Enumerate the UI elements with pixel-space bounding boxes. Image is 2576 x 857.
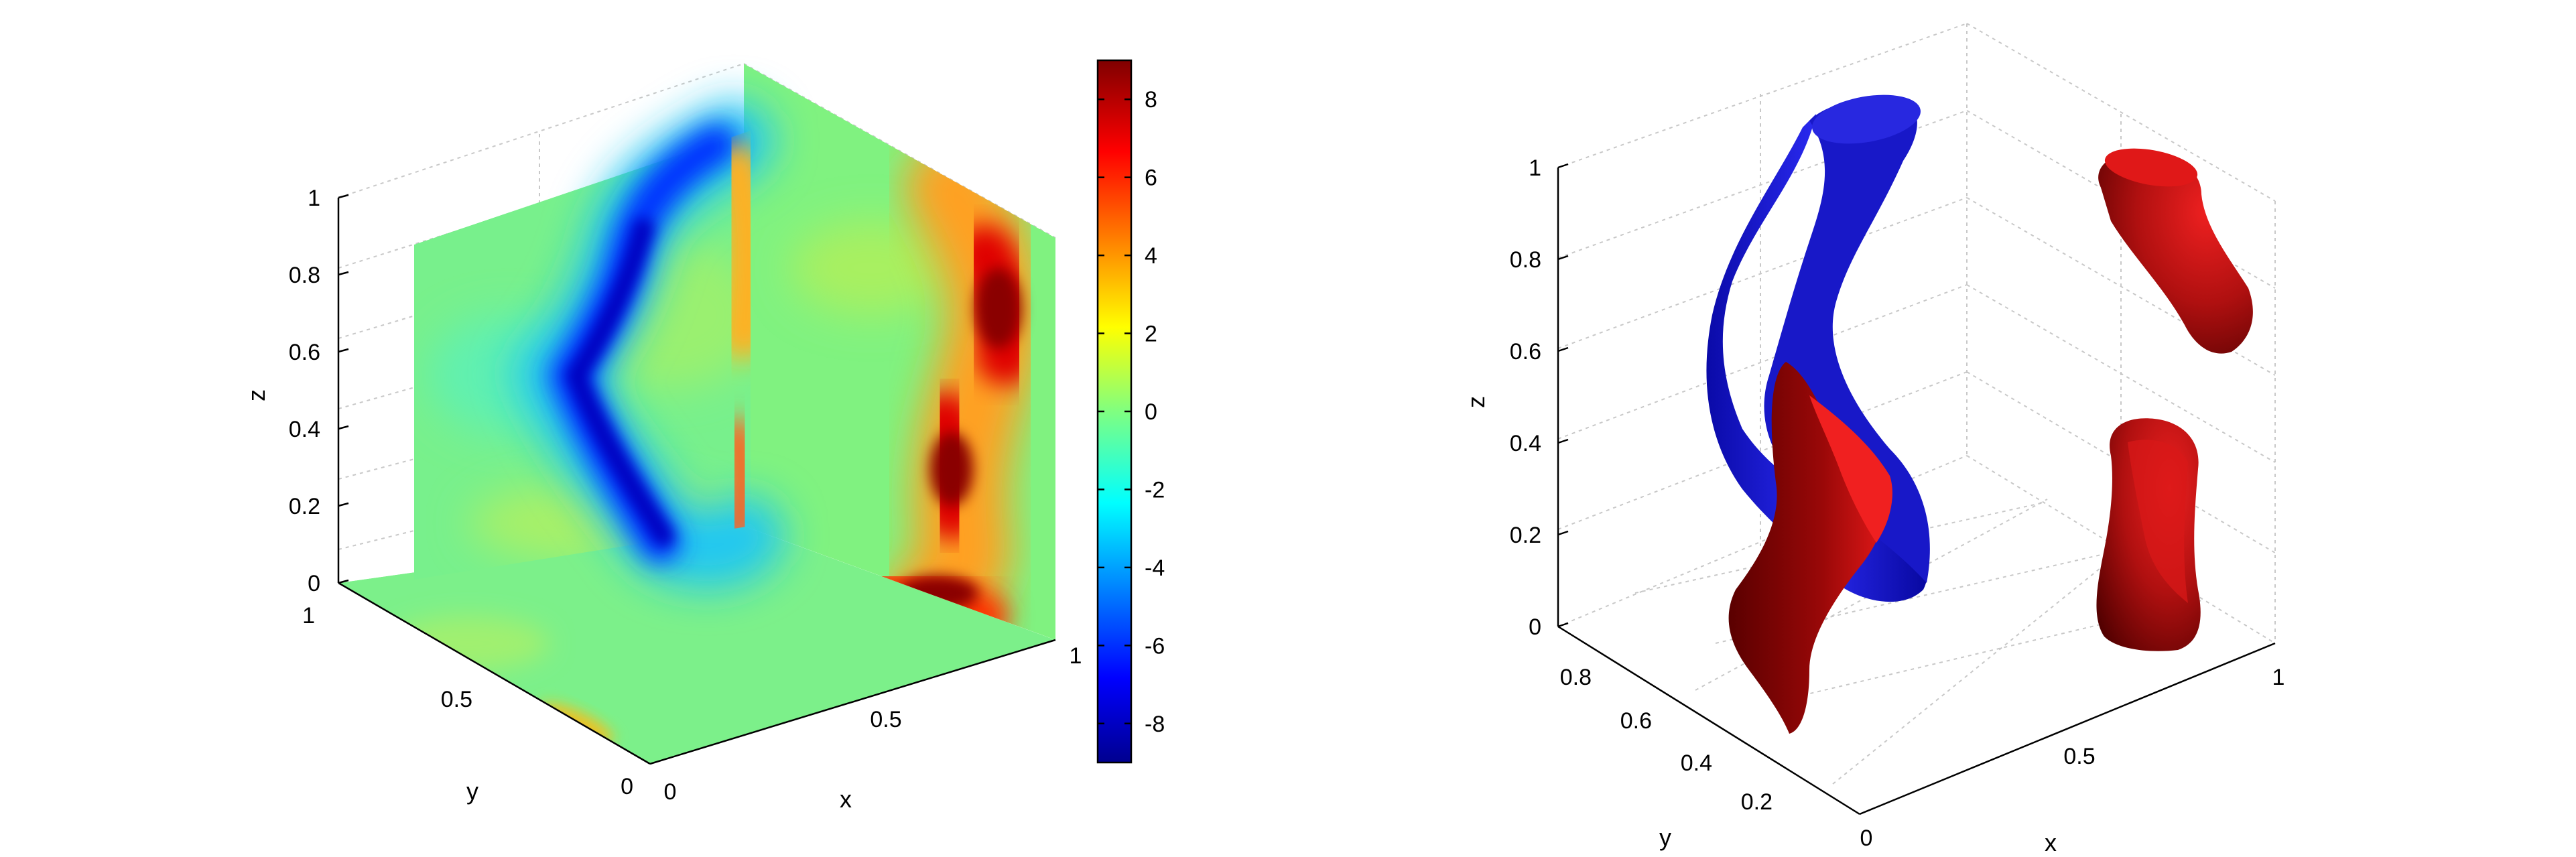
left-y-tick-label: 0.5 bbox=[441, 687, 472, 712]
left-z-axis-label: z bbox=[243, 389, 270, 401]
right-z-tick-label: 0.8 bbox=[1510, 247, 1541, 273]
right-z-tick-label: 0 bbox=[1529, 614, 1541, 640]
colorbar: 8 6 4 2 0 -2 -4 -6 -8 bbox=[1096, 59, 1165, 764]
right-z-tick-label: 1 bbox=[1529, 155, 1541, 181]
left-y-ticks: 1 0.5 0 bbox=[302, 603, 633, 799]
right-x-ticks: 0 0.5 1 bbox=[1860, 665, 2285, 851]
left-x-ticks: 0 0.5 1 bbox=[664, 643, 1082, 805]
right-z-axis-label: z bbox=[1462, 396, 1490, 408]
colorbar-ticks: 8 6 4 2 0 -2 -4 -6 -8 bbox=[1098, 87, 1165, 737]
left-y-axis-label: y bbox=[466, 777, 478, 805]
red-isosurface bbox=[2098, 148, 2253, 354]
right-axes-box bbox=[1557, 168, 2276, 815]
colorbar-tick-label: -2 bbox=[1145, 477, 1165, 503]
right-x-tick-label: 1 bbox=[2272, 665, 2285, 690]
right-z-ticks: 0 0.2 0.4 0.6 0.8 1 bbox=[1510, 155, 1569, 640]
left-y-tick-label: 1 bbox=[302, 603, 315, 629]
left-z-ticks: 0 0.2 0.4 0.6 0.8 1 bbox=[289, 186, 349, 596]
right-y-ticks: 0.8 0.6 0.4 0.2 bbox=[1560, 665, 1773, 815]
positive-vortex-front bbox=[714, 144, 751, 546]
right-z-tick-label: 0.4 bbox=[1510, 431, 1541, 456]
right-y-tick-label: 0.2 bbox=[1741, 789, 1773, 815]
left-z-tick-label: 1 bbox=[308, 186, 320, 211]
left-x-tick-label: 1 bbox=[1070, 643, 1082, 669]
colorbar-tick-label: 6 bbox=[1145, 166, 1157, 191]
right-z-tick-label: 0.6 bbox=[1510, 339, 1541, 365]
right-y-axis-label: y bbox=[1659, 823, 1671, 851]
left-z-tick-label: 0.2 bbox=[289, 494, 320, 519]
left-z-tick-label: 0.4 bbox=[289, 417, 320, 442]
colorbar-tick-label: 0 bbox=[1145, 399, 1157, 425]
colorbar-tick-label: -8 bbox=[1145, 712, 1165, 737]
right-y-tick-label: 0.6 bbox=[1620, 708, 1652, 734]
colorbar-tick-label: -6 bbox=[1145, 633, 1165, 659]
right-y-tick-label: 0.4 bbox=[1681, 750, 1712, 776]
negative-vortex bbox=[509, 101, 784, 589]
left-y-tick-label: 0 bbox=[621, 774, 633, 799]
colorbar-tick-label: 8 bbox=[1145, 87, 1157, 113]
right-z-tick-label: 0.2 bbox=[1510, 523, 1541, 548]
right-x-axis-label: x bbox=[2045, 829, 2057, 856]
right-y-tick-label: 0.8 bbox=[1560, 665, 1592, 690]
left-z-tick-label: 0.8 bbox=[289, 263, 320, 288]
left-z-tick-label: 0.6 bbox=[289, 340, 320, 365]
colorbar-tick-label: 2 bbox=[1145, 322, 1157, 347]
left-z-tick-label: 0 bbox=[308, 571, 320, 596]
right-x-tick-label: 0 bbox=[1860, 826, 1873, 851]
right-panel: 0 0.2 0.4 0.6 0.8 1 z 0.8 0.6 0.4 0.2 y … bbox=[1462, 23, 2284, 856]
red-isosurface bbox=[2096, 418, 2201, 651]
left-x-tick-label: 0.5 bbox=[870, 707, 901, 732]
left-axes-box bbox=[337, 198, 1056, 765]
red-isosurface bbox=[1728, 362, 1892, 734]
colorbar-tick-label: -4 bbox=[1145, 555, 1165, 581]
right-grid bbox=[1557, 23, 2276, 785]
right-x-tick-label: 0.5 bbox=[2063, 744, 2095, 769]
left-x-axis-label: x bbox=[840, 785, 852, 813]
left-panel: 0 0.2 0.4 0.6 0.8 1 z 1 0.5 0 y 0 0.5 1 … bbox=[243, 59, 1165, 813]
colorbar-tick-label: 4 bbox=[1145, 243, 1157, 269]
left-x-tick-label: 0 bbox=[664, 779, 677, 805]
